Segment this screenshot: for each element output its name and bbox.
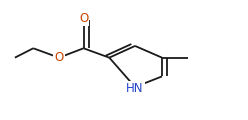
Text: O: O xyxy=(79,12,88,25)
Text: O: O xyxy=(54,51,64,64)
Text: HN: HN xyxy=(126,82,144,95)
